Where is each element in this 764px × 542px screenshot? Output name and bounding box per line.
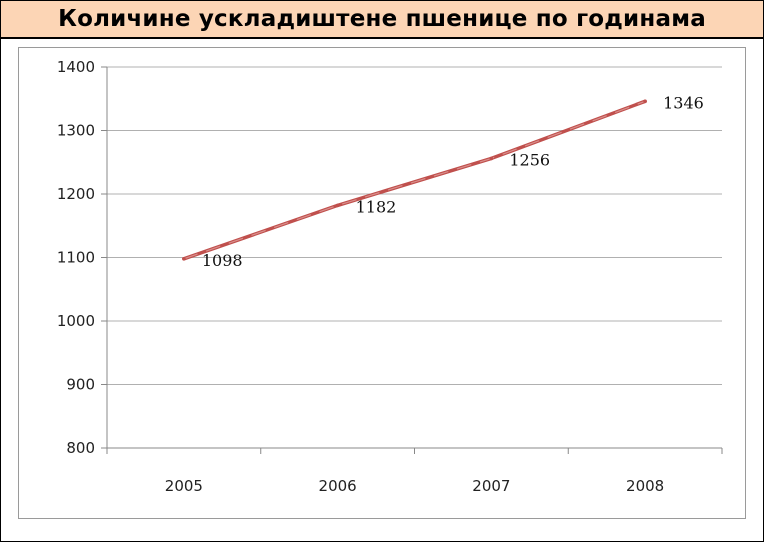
y-tick-label: 1100 — [57, 249, 95, 267]
data-point — [335, 203, 340, 208]
data-label: 1346 — [663, 93, 704, 112]
labels: 1098 1182 1256 1346 — [202, 93, 704, 269]
axes: 800 900 1000 1100 1200 1300 1400 2005 2006 2007 20… — [57, 58, 723, 495]
x-tick-label: 2006 — [319, 477, 357, 495]
y-tick-label: 1000 — [57, 312, 95, 330]
data-point — [643, 99, 647, 104]
title-bar: Количине ускладиштене пшенице по годинам… — [1, 1, 763, 39]
plot-area-border — [18, 47, 746, 519]
chart-title: Количине ускладиштене пшенице по годинам… — [58, 6, 706, 32]
data-label: 1182 — [356, 197, 397, 216]
data-point — [182, 256, 186, 261]
data-label: 1256 — [509, 150, 550, 169]
x-tick-label: 2008 — [626, 477, 664, 495]
y-tick-label: 1300 — [57, 122, 95, 140]
x-tick-label: 2005 — [165, 477, 203, 495]
x-tick-label: 2007 — [472, 477, 510, 495]
y-tick-label: 900 — [66, 376, 95, 394]
data-point — [489, 156, 494, 161]
gridlines — [107, 66, 722, 449]
y-tick-label: 1200 — [57, 185, 95, 203]
y-tick-label: 1400 — [57, 58, 95, 76]
y-tick-label: 800 — [66, 439, 95, 457]
series — [182, 99, 647, 261]
data-label: 1098 — [202, 251, 243, 270]
series-line-highlight — [183, 100, 646, 260]
